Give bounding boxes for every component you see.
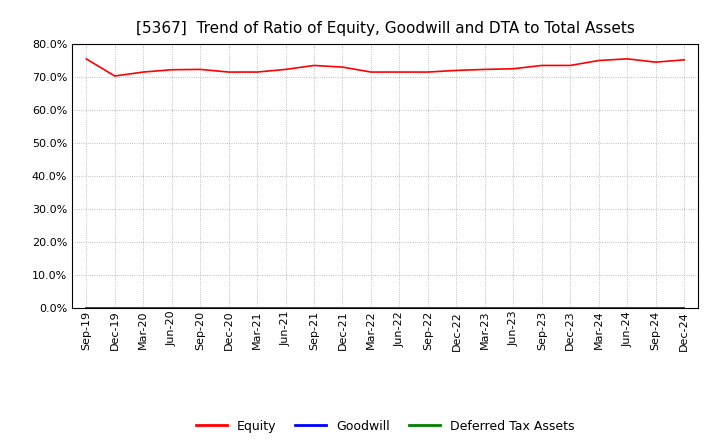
Deferred Tax Assets — [110, 305, 119, 311]
Goodwill — [310, 305, 318, 311]
Equity — [338, 64, 347, 70]
Equity — [480, 67, 489, 72]
Deferred Tax Assets — [338, 305, 347, 311]
Deferred Tax Assets — [595, 305, 603, 311]
Goodwill — [225, 305, 233, 311]
Goodwill — [338, 305, 347, 311]
Deferred Tax Assets — [139, 305, 148, 311]
Goodwill — [110, 305, 119, 311]
Deferred Tax Assets — [623, 305, 631, 311]
Goodwill — [480, 305, 489, 311]
Equity — [537, 63, 546, 68]
Equity — [595, 58, 603, 63]
Equity — [167, 67, 176, 73]
Deferred Tax Assets — [652, 305, 660, 311]
Goodwill — [167, 305, 176, 311]
Goodwill — [537, 305, 546, 311]
Line: Equity: Equity — [86, 59, 684, 76]
Equity — [680, 57, 688, 62]
Equity — [366, 70, 375, 75]
Deferred Tax Assets — [452, 305, 461, 311]
Deferred Tax Assets — [310, 305, 318, 311]
Goodwill — [282, 305, 290, 311]
Deferred Tax Assets — [167, 305, 176, 311]
Goodwill — [423, 305, 432, 311]
Deferred Tax Assets — [509, 305, 518, 311]
Goodwill — [253, 305, 261, 311]
Legend: Equity, Goodwill, Deferred Tax Assets: Equity, Goodwill, Deferred Tax Assets — [191, 414, 580, 437]
Equity — [452, 68, 461, 73]
Equity — [395, 70, 404, 75]
Goodwill — [139, 305, 148, 311]
Equity — [196, 67, 204, 72]
Goodwill — [395, 305, 404, 311]
Equity — [82, 56, 91, 62]
Goodwill — [566, 305, 575, 311]
Title: [5367]  Trend of Ratio of Equity, Goodwill and DTA to Total Assets: [5367] Trend of Ratio of Equity, Goodwil… — [136, 21, 634, 36]
Deferred Tax Assets — [253, 305, 261, 311]
Equity — [652, 59, 660, 65]
Deferred Tax Assets — [366, 305, 375, 311]
Equity — [253, 70, 261, 75]
Deferred Tax Assets — [225, 305, 233, 311]
Deferred Tax Assets — [196, 305, 204, 311]
Equity — [282, 67, 290, 72]
Equity — [509, 66, 518, 71]
Deferred Tax Assets — [537, 305, 546, 311]
Equity — [623, 56, 631, 62]
Goodwill — [680, 305, 688, 311]
Goodwill — [595, 305, 603, 311]
Deferred Tax Assets — [480, 305, 489, 311]
Goodwill — [623, 305, 631, 311]
Deferred Tax Assets — [680, 305, 688, 311]
Goodwill — [452, 305, 461, 311]
Equity — [110, 73, 119, 79]
Equity — [139, 70, 148, 75]
Equity — [566, 63, 575, 68]
Deferred Tax Assets — [82, 305, 91, 311]
Goodwill — [366, 305, 375, 311]
Equity — [225, 70, 233, 75]
Deferred Tax Assets — [423, 305, 432, 311]
Goodwill — [509, 305, 518, 311]
Equity — [310, 63, 318, 68]
Deferred Tax Assets — [566, 305, 575, 311]
Deferred Tax Assets — [395, 305, 404, 311]
Deferred Tax Assets — [282, 305, 290, 311]
Goodwill — [82, 305, 91, 311]
Goodwill — [196, 305, 204, 311]
Goodwill — [652, 305, 660, 311]
Equity — [423, 70, 432, 75]
